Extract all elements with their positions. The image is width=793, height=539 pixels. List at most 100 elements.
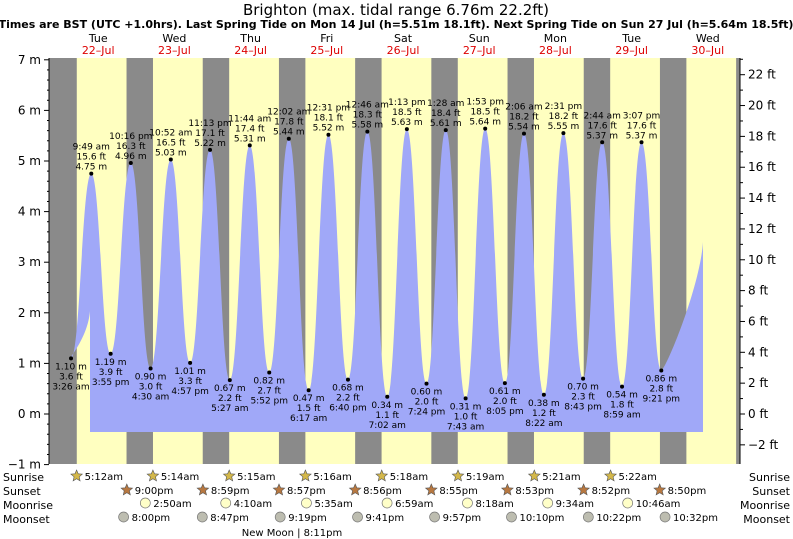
moon-phase-label: New Moon | 8:11pm [242,528,342,539]
sunrise-icon [70,469,84,482]
tide-point [443,128,448,133]
row-label-moonrise-right: Moonrise [740,499,790,512]
tide-label: 4.96 m [115,152,147,162]
moonrise-icon [301,497,312,509]
tide-label: 1.5 ft [297,404,321,414]
tide-label: 0.47 m [293,394,325,404]
tide-label: 8:59 am [603,411,640,421]
tide-label: 5.55 m [548,122,580,132]
tide-label: 18.4 ft [431,109,461,119]
sunrise-time: 5:19am [466,472,504,483]
moonset-icon [506,511,517,523]
left-tick-label: −1 m [8,458,41,472]
tide-label: 18.5 ft [470,108,500,118]
day-name-label: Fri [320,32,333,45]
tide-point [168,157,173,162]
right-axis-feet: −2 ft 0 ft 2 ft 4 ft 6 ft 8 ft 10 ft 12 ft 14 ft… [740,58,779,452]
tide-label: 11:13 pm [188,119,231,129]
tide-label: 9:21 pm [643,394,681,404]
tide-label: 8:43 pm [564,403,602,413]
sunrise-icon [222,469,236,482]
tide-label: 17.4 ft [235,124,265,134]
tide-area [70,128,703,432]
moonrise-time: 6:59am [395,499,433,510]
tide-label: 2.7 ft [257,387,281,397]
moonset-icon [429,511,440,523]
tide-label: 3.9 ft [99,368,123,378]
moonrise-time: 9:34am [556,499,594,510]
day-date-label: 27–Jul [463,44,496,57]
tide-label: 0.34 m [371,401,403,411]
tide-label: 2:44 am [584,111,621,121]
tide-label: 16.5 ft [156,138,186,148]
moonrise-icon [381,497,393,509]
right-tick-label: 4 ft [748,345,768,359]
moonrise-icon [139,497,151,509]
tide-label: 17.6 ft [587,121,617,131]
tide-point [247,143,252,148]
tide-point [404,127,409,132]
right-tick-label: 22 ft [748,68,776,82]
tide-label: 3:07 pm [623,111,661,121]
row-label-moonset-right: Moonset [743,513,790,526]
tide-point [345,377,350,382]
event-row-labels: Sunrise Sunset Moonrise Moonset Sunrise … [3,471,791,526]
sunrise-time: 5:18am [390,472,428,483]
tide-label: 0.60 m [411,388,443,398]
tide-label: 4:30 am [132,392,169,402]
tide-label: 0.61 m [489,387,521,397]
tide-label: 18.1 ft [314,114,344,124]
moonrise-time: 8:18am [475,499,513,510]
moonset-time: 8:00pm [132,513,171,524]
sunset-time: 8:52pm [592,486,631,497]
sunrise-time: 5:15am [237,472,275,483]
sunset-time: 8:57pm [287,486,326,497]
left-tick-label: 2 m [18,306,41,320]
tide-label: 1.19 m [95,358,127,368]
tide-label: 1.2 ft [532,409,556,419]
tide-label: 0.67 m [214,384,246,394]
tide-label: 2.8 ft [649,384,673,394]
tide-point [600,140,605,145]
row-label-sunrise-right: Sunrise [749,471,790,484]
tide-label: 6:40 pm [329,404,367,414]
tide-label: 2:31 pm [545,102,583,112]
tide-label: 11:44 am [228,114,271,124]
tide-label: 1.01 m [174,367,206,377]
tide-point [148,366,153,371]
sunset-time: 8:59pm [211,486,250,497]
day-date-label: 28–Jul [539,44,572,57]
moonset-time: 10:22pm [596,513,641,524]
tide-label: 5.31 m [234,134,266,144]
sunrise-icon [527,469,541,482]
left-tick-label: 6 m [18,103,41,117]
tide-label: 0.82 m [253,377,285,387]
moonset-icon [582,511,594,523]
sunset-time: 8:56pm [363,486,402,497]
right-tick-label: −2 ft [748,438,779,452]
tide-label: 9:49 am [73,143,110,153]
tide-label: 2:06 am [505,103,542,113]
moonrise-icon [622,497,634,509]
tide-point [286,136,291,141]
right-tick-label: 18 ft [748,129,776,143]
right-tick-label: 16 ft [748,160,776,174]
moonrise-icon [462,497,473,509]
tide-label: 1.8 ft [610,401,634,411]
left-axis-metres: −1 m 0 m 1 m 2 m 3 m 4 m 5 m 6 m 7 m [8,53,49,472]
tide-label: 2.3 ft [571,393,595,403]
sunset-time: 9:00pm [135,486,174,497]
sunrise-icon [604,469,618,482]
tide-label: 4:57 pm [171,387,209,397]
tide-point [561,131,566,136]
sunset-time: 8:55pm [439,486,478,497]
moonset-time: 9:41pm [366,513,405,524]
tide-label: 2.2 ft [336,394,360,404]
tide-label: 8:05 pm [486,407,524,417]
tide-label: 1.1 ft [375,411,399,421]
sunrise-time: 5:16am [313,472,351,483]
tide-label: 5.64 m [469,118,501,128]
chart-title: Brighton (max. tidal range 6.76m 22.2ft) [243,1,549,19]
tide-point [424,381,429,386]
